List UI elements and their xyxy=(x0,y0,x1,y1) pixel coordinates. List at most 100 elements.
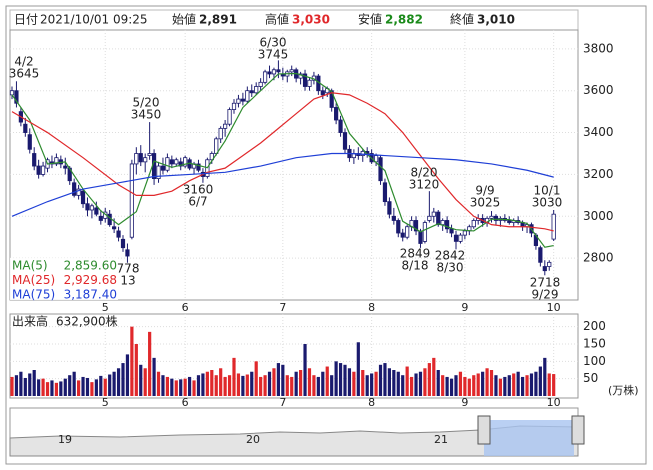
candle-body xyxy=(489,215,494,219)
candle-body xyxy=(54,157,59,165)
navigator-handle[interactable] xyxy=(477,415,491,445)
volume-bar xyxy=(165,376,169,396)
candle-body xyxy=(329,90,334,108)
y-tick-label: 3800 xyxy=(583,41,614,55)
volume-bar xyxy=(512,373,516,396)
volume-bar xyxy=(423,368,427,396)
annotation: 6/30 xyxy=(260,36,287,50)
volume-bar xyxy=(299,370,303,396)
volume-bar xyxy=(316,376,320,396)
volume-bar xyxy=(112,371,116,396)
volume-bar xyxy=(121,363,125,396)
candle-body xyxy=(254,86,259,94)
volume-bar xyxy=(85,377,90,396)
annotation: 3120 xyxy=(409,178,440,192)
volume-bar xyxy=(223,376,227,396)
low: 2,882 xyxy=(385,13,423,27)
candle-body xyxy=(258,81,263,87)
volume-bar xyxy=(454,375,458,396)
candle-body xyxy=(183,157,188,167)
volume-bar xyxy=(192,380,196,396)
candle-body xyxy=(453,234,459,242)
candle-body xyxy=(94,207,99,215)
volume-bar xyxy=(392,370,396,396)
candle-body xyxy=(422,222,428,242)
volume-bar xyxy=(130,326,134,396)
candle-body xyxy=(471,220,476,228)
volume-bar xyxy=(489,370,494,396)
annotation: 3645 xyxy=(9,67,40,81)
high-label: 高値 xyxy=(265,12,289,27)
candle-body xyxy=(276,69,281,73)
candle-body xyxy=(396,220,401,234)
volume-bar xyxy=(312,375,316,396)
volume-bar xyxy=(418,371,423,396)
x-tick-label: 10 xyxy=(547,301,561,314)
candle-body xyxy=(400,232,405,238)
candle-body xyxy=(129,163,134,238)
candle-body xyxy=(289,69,294,73)
volume-bar xyxy=(236,373,241,396)
candle-body xyxy=(249,90,254,94)
candle-body xyxy=(98,215,103,221)
x-tick-label: 9 xyxy=(461,301,468,314)
y-tick-label: 3000 xyxy=(583,209,614,223)
candle-body xyxy=(405,226,410,238)
volume-bar xyxy=(139,364,143,396)
volume-bar xyxy=(529,373,534,396)
volume-bar xyxy=(183,378,187,396)
navigator-selection[interactable] xyxy=(484,420,574,456)
volume-bar xyxy=(152,357,156,396)
volume-bar xyxy=(516,371,520,396)
volume-bar xyxy=(285,375,289,396)
volume-bar xyxy=(458,371,463,396)
date-label: 日付 xyxy=(14,13,38,27)
volume-bar xyxy=(485,368,489,396)
volume-bar xyxy=(28,373,32,396)
volume-bar xyxy=(521,376,525,396)
candle-body xyxy=(440,220,445,226)
candle-body xyxy=(27,134,32,150)
candle-body xyxy=(223,123,228,129)
volume-bar xyxy=(290,376,294,396)
volume-bar xyxy=(205,371,209,396)
candle-body xyxy=(431,211,436,217)
volume-bar xyxy=(103,378,107,396)
volume-bar xyxy=(272,368,276,396)
volume-bar xyxy=(547,373,551,396)
annotation: 3745 xyxy=(258,48,289,62)
x-tick-label: 8 xyxy=(368,396,375,409)
candle-body xyxy=(360,150,365,156)
volume-bar xyxy=(59,381,63,396)
navigator-handle[interactable] xyxy=(571,415,585,445)
volume-bar xyxy=(476,373,480,396)
volume-bar xyxy=(134,344,138,396)
volume-bar xyxy=(387,368,391,396)
volume-bar xyxy=(94,379,98,396)
candle-body xyxy=(165,157,170,171)
volume-bar xyxy=(267,371,272,396)
volume-bar xyxy=(170,378,174,396)
candle-body xyxy=(80,190,86,205)
volume-bar xyxy=(72,371,76,396)
annotation: 8/20 xyxy=(411,166,438,180)
volume-bar xyxy=(352,371,356,396)
volume-bar xyxy=(396,371,400,396)
candle-body xyxy=(387,201,392,215)
volume-bar xyxy=(432,357,436,396)
volume-bar xyxy=(507,375,511,396)
candle-body xyxy=(342,132,348,150)
volume-bar xyxy=(338,363,343,396)
volume-bar xyxy=(538,366,542,396)
volume-bar xyxy=(77,380,81,396)
volume-bar xyxy=(232,357,236,396)
volume-bar xyxy=(116,368,121,396)
volume-bar xyxy=(472,375,476,396)
candle-body xyxy=(112,226,117,230)
legend-name: MA(25) xyxy=(12,273,55,287)
volume-bar xyxy=(63,378,67,396)
volume-bar xyxy=(356,342,360,396)
candle-body xyxy=(174,159,179,165)
candle-body xyxy=(14,90,19,104)
